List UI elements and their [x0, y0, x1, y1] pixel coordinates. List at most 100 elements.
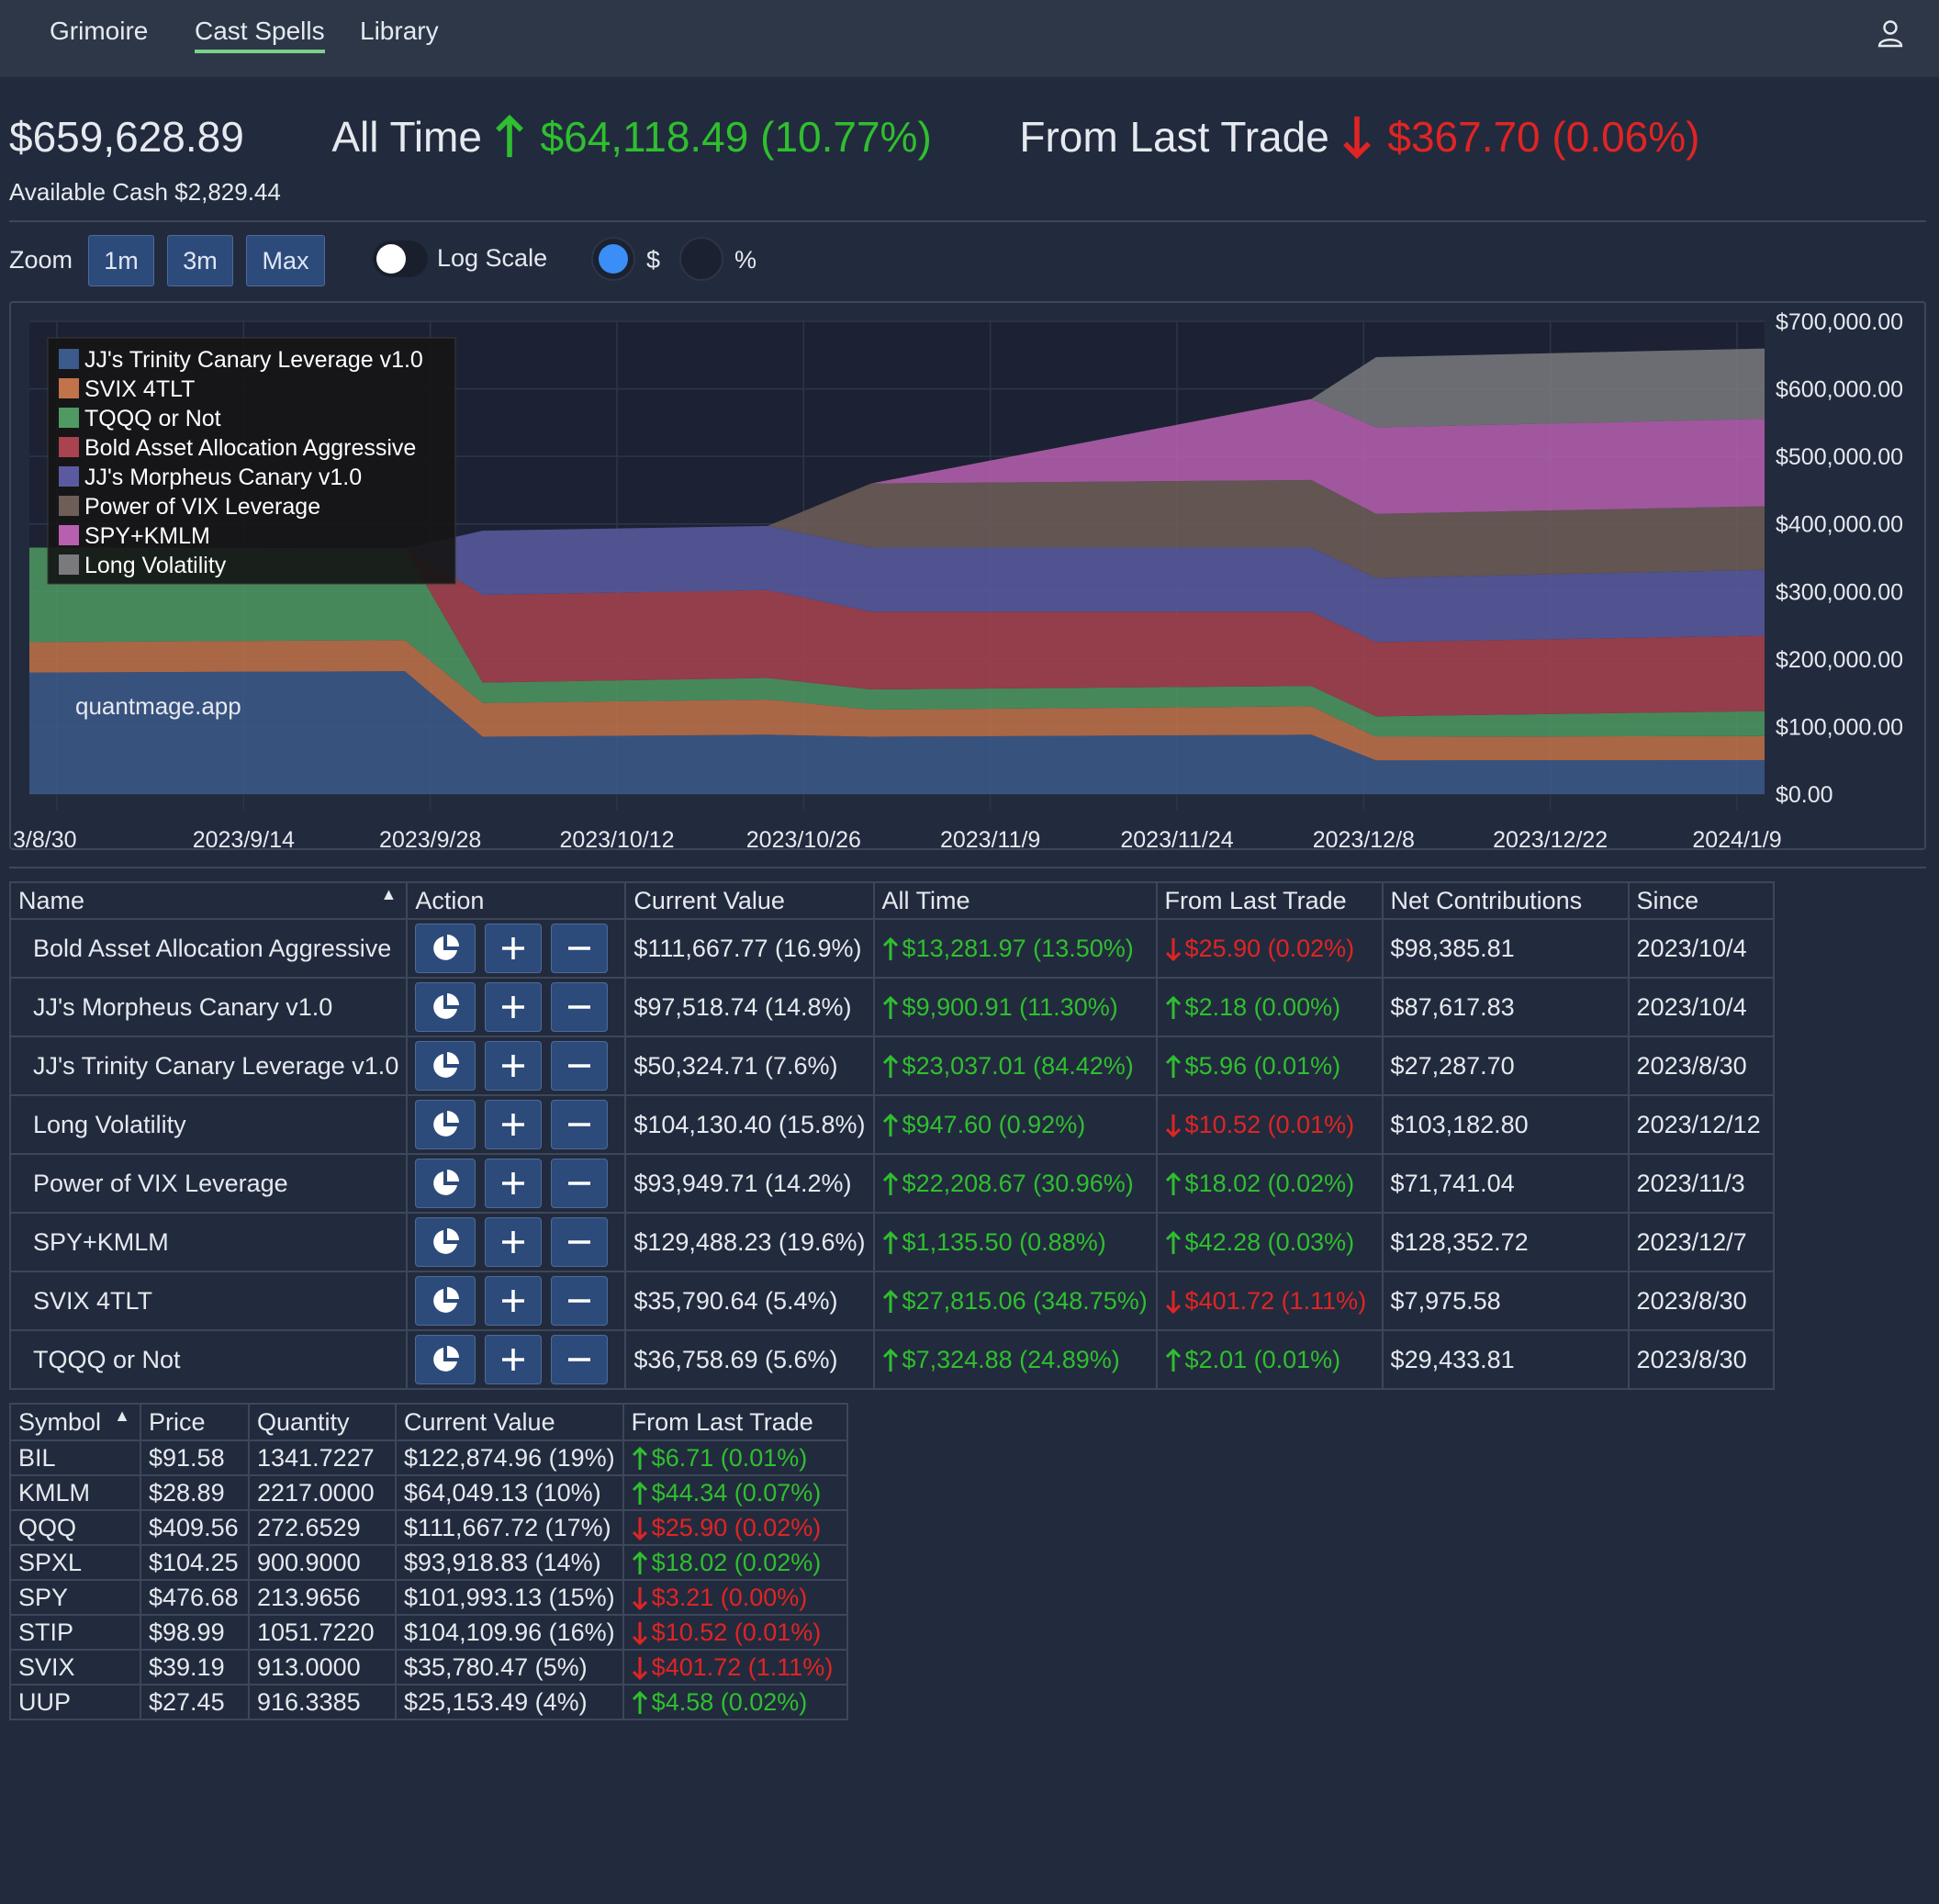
- zoom-3m-button[interactable]: 3m: [167, 235, 233, 286]
- series-area-6[interactable]: [29, 398, 1765, 549]
- add-button[interactable]: [485, 1217, 543, 1267]
- col-quantity[interactable]: Quantity: [248, 1403, 397, 1441]
- col-price[interactable]: Price: [140, 1403, 250, 1441]
- strategy-name[interactable]: Power of VIX Leverage: [8, 1153, 409, 1214]
- legend-label[interactable]: TQQQ or Not: [84, 406, 221, 431]
- series-area-0[interactable]: [29, 671, 1765, 794]
- remove-button[interactable]: [551, 982, 609, 1032]
- net-contributions: $103,182.80: [1381, 1094, 1630, 1155]
- series-area-7[interactable]: [29, 348, 1765, 549]
- legend-swatch[interactable]: [59, 378, 79, 398]
- legend-swatch[interactable]: [59, 437, 79, 457]
- table-row[interactable]: Long Volatility $104,130.40 (15.8%) $947.6…: [8, 1094, 1775, 1155]
- col-since[interactable]: Since: [1627, 881, 1775, 920]
- nav-grimoire[interactable]: Grimoire: [50, 17, 149, 45]
- remove-button[interactable]: [551, 1041, 609, 1091]
- legend-swatch[interactable]: [59, 554, 79, 575]
- add-button[interactable]: [485, 924, 543, 973]
- strategy-name[interactable]: SVIX 4TLT: [8, 1271, 409, 1331]
- col-name[interactable]: Name ▲: [8, 881, 409, 920]
- add-button[interactable]: [485, 1335, 543, 1384]
- table-row[interactable]: Bold Asset Allocation Aggressive $111,667…: [8, 918, 1775, 979]
- stacked-area-chart[interactable]: $700,000.00 $600,000.00 $500,000.00 $400,00…: [11, 303, 1924, 853]
- legend-label[interactable]: Long Volatility: [84, 553, 227, 578]
- legend-label[interactable]: JJ's Trinity Canary Leverage v1.0: [84, 347, 423, 373]
- series-area-1[interactable]: [29, 640, 1765, 761]
- remove-button[interactable]: [551, 924, 609, 973]
- zoom-1m-button[interactable]: 1m: [88, 235, 154, 286]
- strategy-name[interactable]: TQQQ or Not: [8, 1329, 409, 1390]
- col-net-contributions[interactable]: Net Contributions: [1381, 881, 1630, 920]
- plus-icon: [502, 1055, 525, 1077]
- pie-chart-button[interactable]: [415, 1217, 476, 1267]
- legend-swatch[interactable]: [59, 408, 79, 428]
- series-area-3[interactable]: [29, 547, 1765, 717]
- minus-icon: [568, 1064, 591, 1068]
- legend-swatch[interactable]: [59, 466, 79, 487]
- remove-button[interactable]: [551, 1159, 609, 1208]
- legend-label[interactable]: SVIX 4TLT: [84, 376, 195, 402]
- quantity: 272.6529: [248, 1509, 397, 1546]
- series-area-5[interactable]: [29, 479, 1765, 578]
- arrow-up-icon: [495, 114, 523, 157]
- table-row[interactable]: SPY+KMLM $129,488.23 (19.6%) $1,135.50 (0.…: [8, 1212, 1775, 1272]
- table-row[interactable]: TQQQ or Not $36,758.69 (5.6%) $7,324.88 (2…: [8, 1329, 1775, 1390]
- add-button[interactable]: [485, 1276, 543, 1326]
- strategy-name[interactable]: Bold Asset Allocation Aggressive: [8, 918, 409, 979]
- legend-label[interactable]: Bold Asset Allocation Aggressive: [84, 435, 416, 461]
- pie-chart-button[interactable]: [415, 982, 476, 1032]
- pie-chart-button[interactable]: [415, 1041, 476, 1091]
- remove-button[interactable]: [551, 1217, 609, 1267]
- y-tick-label: $400,000.00: [1776, 512, 1903, 538]
- col-all-time[interactable]: All Time: [872, 881, 1158, 920]
- add-button[interactable]: [485, 1041, 543, 1091]
- nav-cast-spells[interactable]: Cast Spells: [195, 17, 325, 53]
- col-current-value[interactable]: Current Value: [624, 881, 875, 920]
- add-button[interactable]: [485, 1159, 543, 1208]
- net-contributions: $128,352.72: [1381, 1212, 1630, 1272]
- zoom-max-button[interactable]: Max: [246, 235, 325, 286]
- pie-chart-button[interactable]: [415, 1276, 476, 1326]
- strategy-name[interactable]: SPY+KMLM: [8, 1212, 409, 1272]
- strategies-table: Name ▲ Action Current Value All Time From…: [8, 881, 1775, 1390]
- strategy-name[interactable]: JJ's Morpheus Canary v1.0: [8, 977, 409, 1037]
- action-cell: [406, 918, 627, 979]
- arrow-up-icon: [632, 1551, 647, 1575]
- nav-library[interactable]: Library: [360, 17, 439, 45]
- table-row[interactable]: SVIX 4TLT $35,790.64 (5.4%) $27,815.06 (34…: [8, 1271, 1775, 1331]
- pie-chart-button[interactable]: [415, 924, 476, 973]
- col-from-last-trade[interactable]: From Last Trade: [622, 1403, 848, 1441]
- strategy-name[interactable]: Long Volatility: [8, 1094, 409, 1155]
- col-symbol[interactable]: Symbol ▲: [9, 1403, 141, 1441]
- col-current-value[interactable]: Current Value: [395, 1403, 624, 1441]
- remove-button[interactable]: [551, 1276, 609, 1326]
- legend-label[interactable]: SPY+KMLM: [84, 523, 210, 549]
- symbol: SPXL: [9, 1544, 141, 1581]
- col-from-last-trade[interactable]: From Last Trade: [1155, 881, 1384, 920]
- series-area-4[interactable]: [29, 525, 1765, 643]
- legend-swatch[interactable]: [59, 496, 79, 516]
- percent-radio[interactable]: [679, 237, 723, 281]
- last-trade-change: $10.52 (0.01%): [651, 1618, 822, 1646]
- add-button[interactable]: [485, 982, 543, 1032]
- last-trade-cell: $5.96 (0.01%): [1155, 1036, 1384, 1096]
- strategy-name[interactable]: JJ's Trinity Canary Leverage v1.0: [8, 1036, 409, 1096]
- table-row[interactable]: JJ's Morpheus Canary v1.0 $97,518.74 (14.…: [8, 977, 1775, 1037]
- legend-swatch[interactable]: [59, 525, 79, 545]
- pie-chart-button[interactable]: [415, 1335, 476, 1384]
- dollar-radio[interactable]: [591, 237, 635, 281]
- log-scale-toggle[interactable]: [373, 241, 428, 277]
- remove-button[interactable]: [551, 1335, 609, 1384]
- remove-button[interactable]: [551, 1100, 609, 1149]
- symbol: KMLM: [9, 1474, 141, 1511]
- user-icon[interactable]: [1875, 18, 1906, 50]
- legend-label[interactable]: JJ's Morpheus Canary v1.0: [84, 465, 362, 490]
- legend-swatch[interactable]: [59, 349, 79, 369]
- pie-chart-button[interactable]: [415, 1100, 476, 1149]
- last-trade-cell: $10.52 (0.01%): [622, 1614, 848, 1651]
- add-button[interactable]: [485, 1100, 543, 1149]
- pie-chart-button[interactable]: [415, 1159, 476, 1208]
- legend-label[interactable]: Power of VIX Leverage: [84, 494, 320, 520]
- table-row[interactable]: Power of VIX Leverage $93,949.71 (14.2%) $…: [8, 1153, 1775, 1214]
- table-row[interactable]: JJ's Trinity Canary Leverage v1.0 $50,324…: [8, 1036, 1775, 1096]
